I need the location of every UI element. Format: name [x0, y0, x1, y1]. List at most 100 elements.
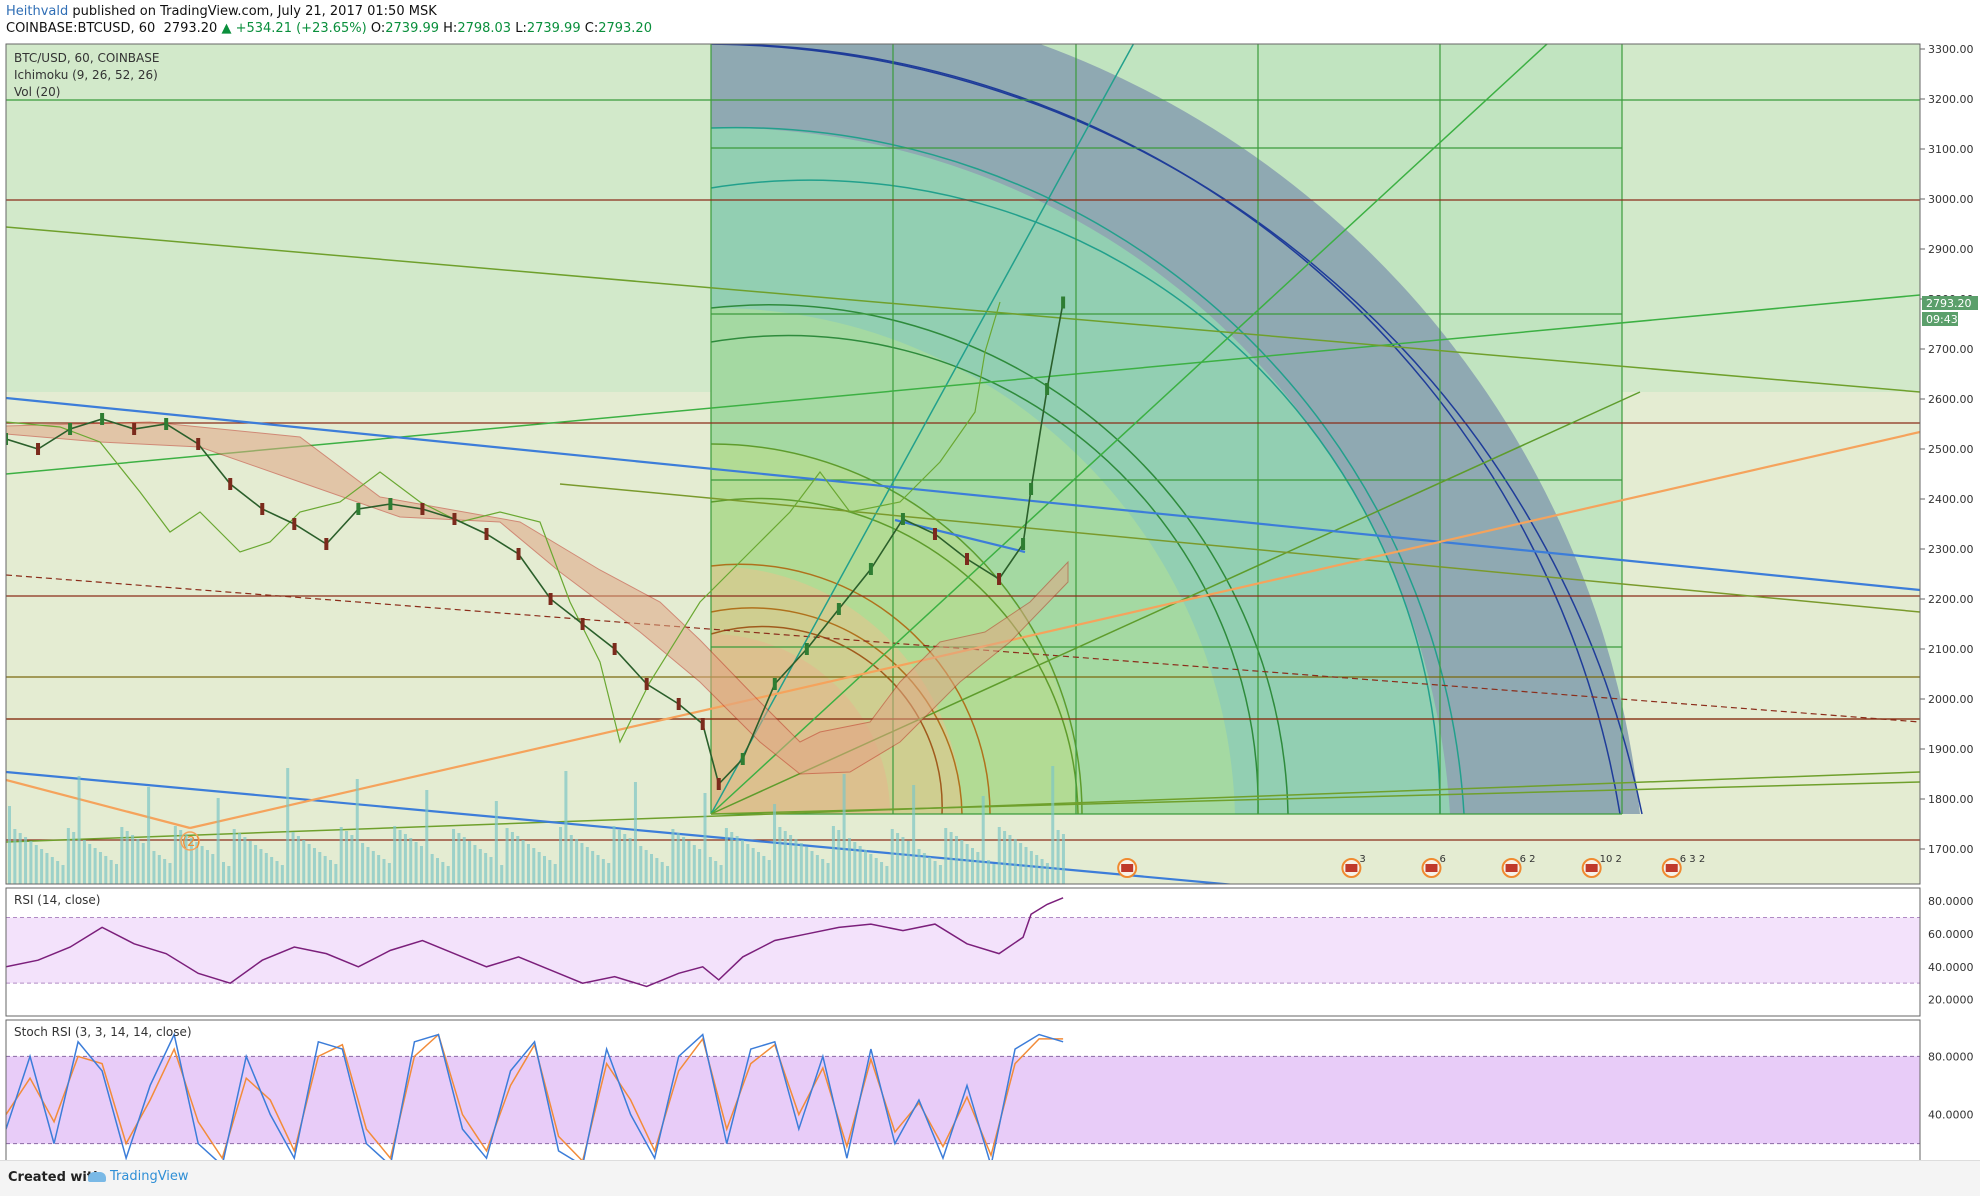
tradingview-logo-icon: [88, 1171, 106, 1182]
price-tick-label: 2300.00: [1928, 543, 1974, 556]
price-candle: [260, 503, 265, 515]
price-tick-label: 2200.00: [1928, 593, 1974, 606]
legend-symbol: BTC/USD, 60, COINBASE: [14, 51, 159, 65]
price-candle: [644, 678, 649, 690]
price-tick-label: 2500.00: [1928, 443, 1974, 456]
event-markers: 3 6 6 2 10 2 6 3 2: [1117, 854, 1705, 878]
open-label: O:: [370, 21, 386, 36]
price-candle: [6, 433, 8, 445]
price-candle: [196, 438, 201, 450]
rsi-tick-label: 40.0000: [1928, 961, 1974, 974]
price-tick-label: 1800.00: [1928, 793, 1974, 806]
low-value: 2739.99: [526, 21, 581, 36]
price-candle: [36, 443, 41, 455]
volume-bars: [8, 766, 1065, 884]
price-change: ▲ +534.21 (+23.65%): [221, 21, 367, 36]
chart-header: Heithvald published on TradingView.com, …: [0, 0, 1980, 42]
stoch-pane: [5, 1019, 1921, 1160]
symbol-label: COINBASE:BTCUSD, 60: [6, 21, 156, 36]
quote-line: COINBASE:BTCUSD, 60 2793.20 ▲ +534.21 (+…: [6, 21, 652, 36]
price-candle: [1029, 483, 1034, 495]
rsi-tick-label: 20.0000: [1928, 994, 1974, 1007]
price-tick-label: 2900.00: [1928, 243, 1974, 256]
event-count-label: 10 2: [1600, 854, 1622, 865]
close-value: 2793.20: [598, 21, 652, 36]
price-tick-label: 1900.00: [1928, 743, 1974, 756]
event-count-label: 6 2: [1520, 854, 1536, 865]
price-candle: [836, 603, 841, 615]
rsi-pane: [5, 887, 1921, 1017]
price-tick-label: 3000.00: [1928, 193, 1974, 206]
event-count-label: 6: [1439, 854, 1445, 865]
author-link[interactable]: Heithvald: [6, 4, 69, 19]
price-candle: [580, 618, 585, 630]
price-candle: [548, 593, 553, 605]
price-candle: [324, 538, 329, 550]
main-pane: 3 6 6 2 10 2 6 3 2: [6, 44, 1920, 884]
price-tick-label: 3200.00: [1928, 93, 1974, 106]
close-label: C:: [584, 21, 599, 36]
price-candle: [932, 528, 937, 540]
created-with: Created with: [8, 1170, 103, 1185]
price-candle: [452, 513, 457, 525]
price-tick-label: 1700.00: [1928, 843, 1974, 856]
price-candle: [676, 698, 681, 710]
rsi-tick-label: 80.0000: [1928, 895, 1974, 908]
rsi-title: RSI (14, close): [14, 893, 100, 907]
stoch-k-line: [6, 1032, 1064, 1160]
price-tick-label: 2100.00: [1928, 643, 1974, 656]
price-axis[interactable]: 1700.00 1800.00 1900.00 2000.00 2100.00 2200.…: [1920, 43, 1974, 856]
price-tick-label: 2400.00: [1928, 493, 1974, 506]
chart-canvas[interactable]: 3 6 6 2 10 2 6 3 2 (2) BTC/USD, 60, COINBASE…: [0, 42, 1980, 1160]
price-tick-label: 2600.00: [1928, 393, 1974, 406]
price-series: [6, 296, 1066, 790]
price-candle: [900, 513, 905, 525]
legend-volume: Vol (20): [14, 85, 60, 99]
price-candle: [292, 518, 297, 530]
event-count-label: 6 3 2: [1680, 854, 1705, 865]
price-candle: [1061, 296, 1066, 309]
price-tick-label: 3300.00: [1928, 43, 1974, 56]
stoch-title: Stoch RSI (3, 3, 14, 14, close): [14, 1025, 192, 1039]
high-value: 2798.03: [457, 21, 512, 36]
price-candle: [772, 678, 777, 690]
event-count-label: 3: [1359, 854, 1365, 865]
rsi-tick-label: 60.0000: [1928, 928, 1974, 941]
price-tick-label: 3100.00: [1928, 143, 1974, 156]
price-candle: [100, 413, 105, 425]
publish-info: published on TradingView.com, July 21, 2…: [72, 4, 437, 19]
price-candle: [612, 643, 617, 655]
stoch-tick-label: 40.0000: [1928, 1109, 1974, 1122]
legend-ichimoku: Ichimoku (9, 26, 52, 26): [14, 68, 158, 82]
price-candle: [164, 418, 169, 430]
price-candle: [420, 503, 425, 515]
footer: Created with TradingView: [0, 1160, 1980, 1196]
rsi-axis[interactable]: 20.0000 40.0000 60.0000 80.0000: [1928, 895, 1974, 1006]
high-label: H:: [443, 21, 458, 36]
price-tick-label: 2700.00: [1928, 343, 1974, 356]
price-candle: [740, 753, 745, 765]
price-candle: [965, 553, 970, 565]
price-candle: [484, 528, 489, 540]
price-candle: [716, 778, 721, 790]
countdown-tag: 09:43: [1926, 313, 1958, 326]
price-candle: [356, 503, 361, 515]
low-label: L:: [515, 21, 527, 36]
publish-line: Heithvald published on TradingView.com, …: [6, 4, 437, 19]
open-value: 2739.99: [385, 21, 440, 36]
price-candle: [388, 498, 393, 510]
price-candle: [516, 548, 521, 560]
price-candle: [1045, 383, 1050, 395]
price-tag: 2793.20: [1926, 297, 1972, 310]
wave-label: (2): [182, 835, 200, 850]
price-candle: [1021, 538, 1026, 550]
rsi-line: [6, 897, 1064, 988]
stoch-tick-label: 80.0000: [1928, 1050, 1974, 1063]
price-candle: [68, 423, 73, 435]
tradingview-link[interactable]: TradingView: [88, 1169, 189, 1184]
price-candle: [700, 718, 705, 730]
price-candle: [868, 563, 873, 575]
price-candle: [132, 423, 137, 435]
price-candle: [804, 643, 809, 655]
